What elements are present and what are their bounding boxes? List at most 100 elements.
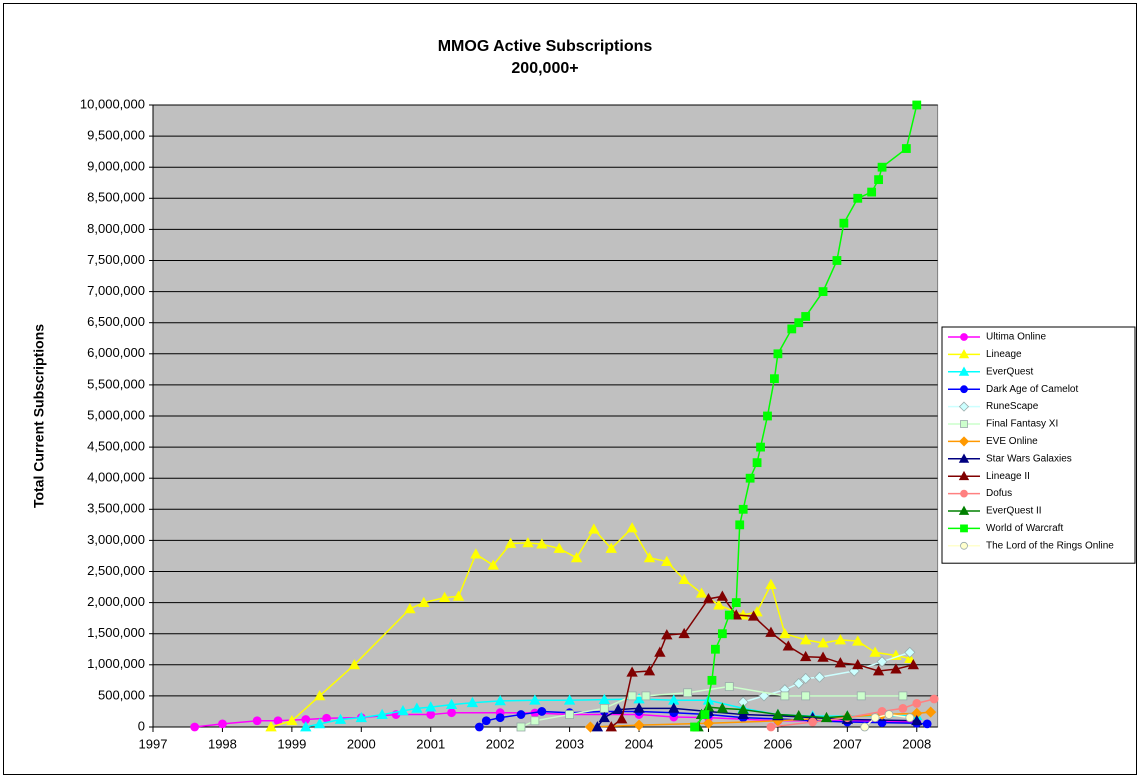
data-point <box>737 708 749 719</box>
data-point <box>643 665 656 676</box>
data-point <box>615 713 628 724</box>
legend-marker <box>958 453 970 463</box>
data-point <box>481 716 491 726</box>
data-point <box>737 703 749 714</box>
data-point <box>707 675 717 685</box>
x-tick-label: 2007 <box>833 736 862 751</box>
data-point <box>355 711 367 723</box>
data-point <box>856 691 866 701</box>
data-point <box>445 698 458 710</box>
data-point <box>922 719 932 729</box>
data-point <box>890 663 902 674</box>
data-point <box>643 551 656 563</box>
data-point <box>904 652 916 663</box>
data-point <box>813 671 826 683</box>
x-tick-label: 1998 <box>208 736 237 751</box>
data-point <box>860 722 870 732</box>
legend-marker <box>958 349 970 359</box>
data-point <box>834 657 847 668</box>
data-point <box>853 193 863 203</box>
data-point <box>286 714 298 726</box>
data-point <box>763 411 772 421</box>
data-point <box>605 542 617 553</box>
data-point <box>474 722 484 732</box>
data-point <box>905 713 915 723</box>
chart-title: MMOG Active Subscriptions <box>438 38 653 55</box>
data-point <box>794 318 804 328</box>
y-tick-label: 5,500,000 <box>87 376 145 391</box>
data-point <box>820 711 833 723</box>
data-point <box>633 702 645 713</box>
x-tick-label: 2008 <box>902 736 931 751</box>
data-point <box>832 256 842 265</box>
data-point <box>530 716 540 726</box>
data-point <box>487 559 499 570</box>
data-point <box>683 688 693 698</box>
data-point <box>426 710 436 719</box>
legend-marker <box>958 401 970 412</box>
data-point <box>626 522 638 533</box>
data-point <box>313 690 326 701</box>
data-point <box>588 523 600 534</box>
x-tick-label: 1997 <box>139 736 168 751</box>
data-point <box>702 717 715 729</box>
data-point <box>598 693 610 705</box>
legend-marker <box>960 333 968 341</box>
data-point <box>780 691 790 701</box>
data-point <box>537 707 547 716</box>
x-tick-label: 2006 <box>763 736 792 751</box>
data-point <box>438 591 451 603</box>
series-line <box>270 526 910 728</box>
data-point <box>529 694 541 705</box>
data-point <box>404 602 416 614</box>
legend-label: EverQuest II <box>986 506 1042 517</box>
y-tick-label: 2,000,000 <box>87 594 145 609</box>
y-tick-label: 8,500,000 <box>87 190 145 205</box>
chart-subtitle: 200,000+ <box>511 60 578 77</box>
data-point <box>818 287 828 297</box>
data-point <box>702 593 715 604</box>
data-point <box>730 609 742 620</box>
data-point <box>265 721 277 732</box>
data-point <box>397 705 409 716</box>
data-point <box>874 175 883 185</box>
data-point <box>907 658 919 670</box>
legend-label: The Lord of the Rings Online <box>986 540 1114 551</box>
y-tick-label: 9,000,000 <box>87 159 145 174</box>
data-point <box>716 702 729 713</box>
data-point <box>313 718 326 729</box>
data-point <box>925 706 937 718</box>
data-point <box>869 646 881 657</box>
data-point <box>599 703 609 713</box>
x-tick-label: 2005 <box>694 736 723 751</box>
data-point <box>626 666 638 677</box>
data-point <box>695 587 708 598</box>
legend-label: Final Fantasy XI <box>986 419 1058 430</box>
data-point <box>605 721 617 732</box>
legend-label: Star Wars Galaxies <box>986 453 1072 464</box>
data-point <box>876 656 888 668</box>
y-tick-label: 1,000,000 <box>87 656 145 671</box>
data-point <box>839 218 849 228</box>
data-point <box>852 635 864 646</box>
data-point <box>570 551 583 563</box>
data-point <box>872 665 885 676</box>
legend-label: EVE Online <box>986 436 1038 447</box>
data-point <box>300 721 312 732</box>
data-point <box>711 644 720 654</box>
data-point <box>735 520 745 530</box>
legend-label: RuneScape <box>986 401 1039 412</box>
y-tick-label: 3,500,000 <box>87 501 145 516</box>
legend-marker <box>958 505 970 515</box>
data-point <box>756 442 765 452</box>
data-point <box>877 162 887 172</box>
data-point <box>867 187 877 197</box>
data-point <box>563 694 576 705</box>
y-tick-label: 8,000,000 <box>87 221 145 236</box>
x-tick-label: 2004 <box>625 736 654 751</box>
y-tick-label: 3,000,000 <box>87 532 145 547</box>
data-point <box>929 694 939 704</box>
data-point <box>884 710 894 719</box>
data-point <box>633 719 645 731</box>
